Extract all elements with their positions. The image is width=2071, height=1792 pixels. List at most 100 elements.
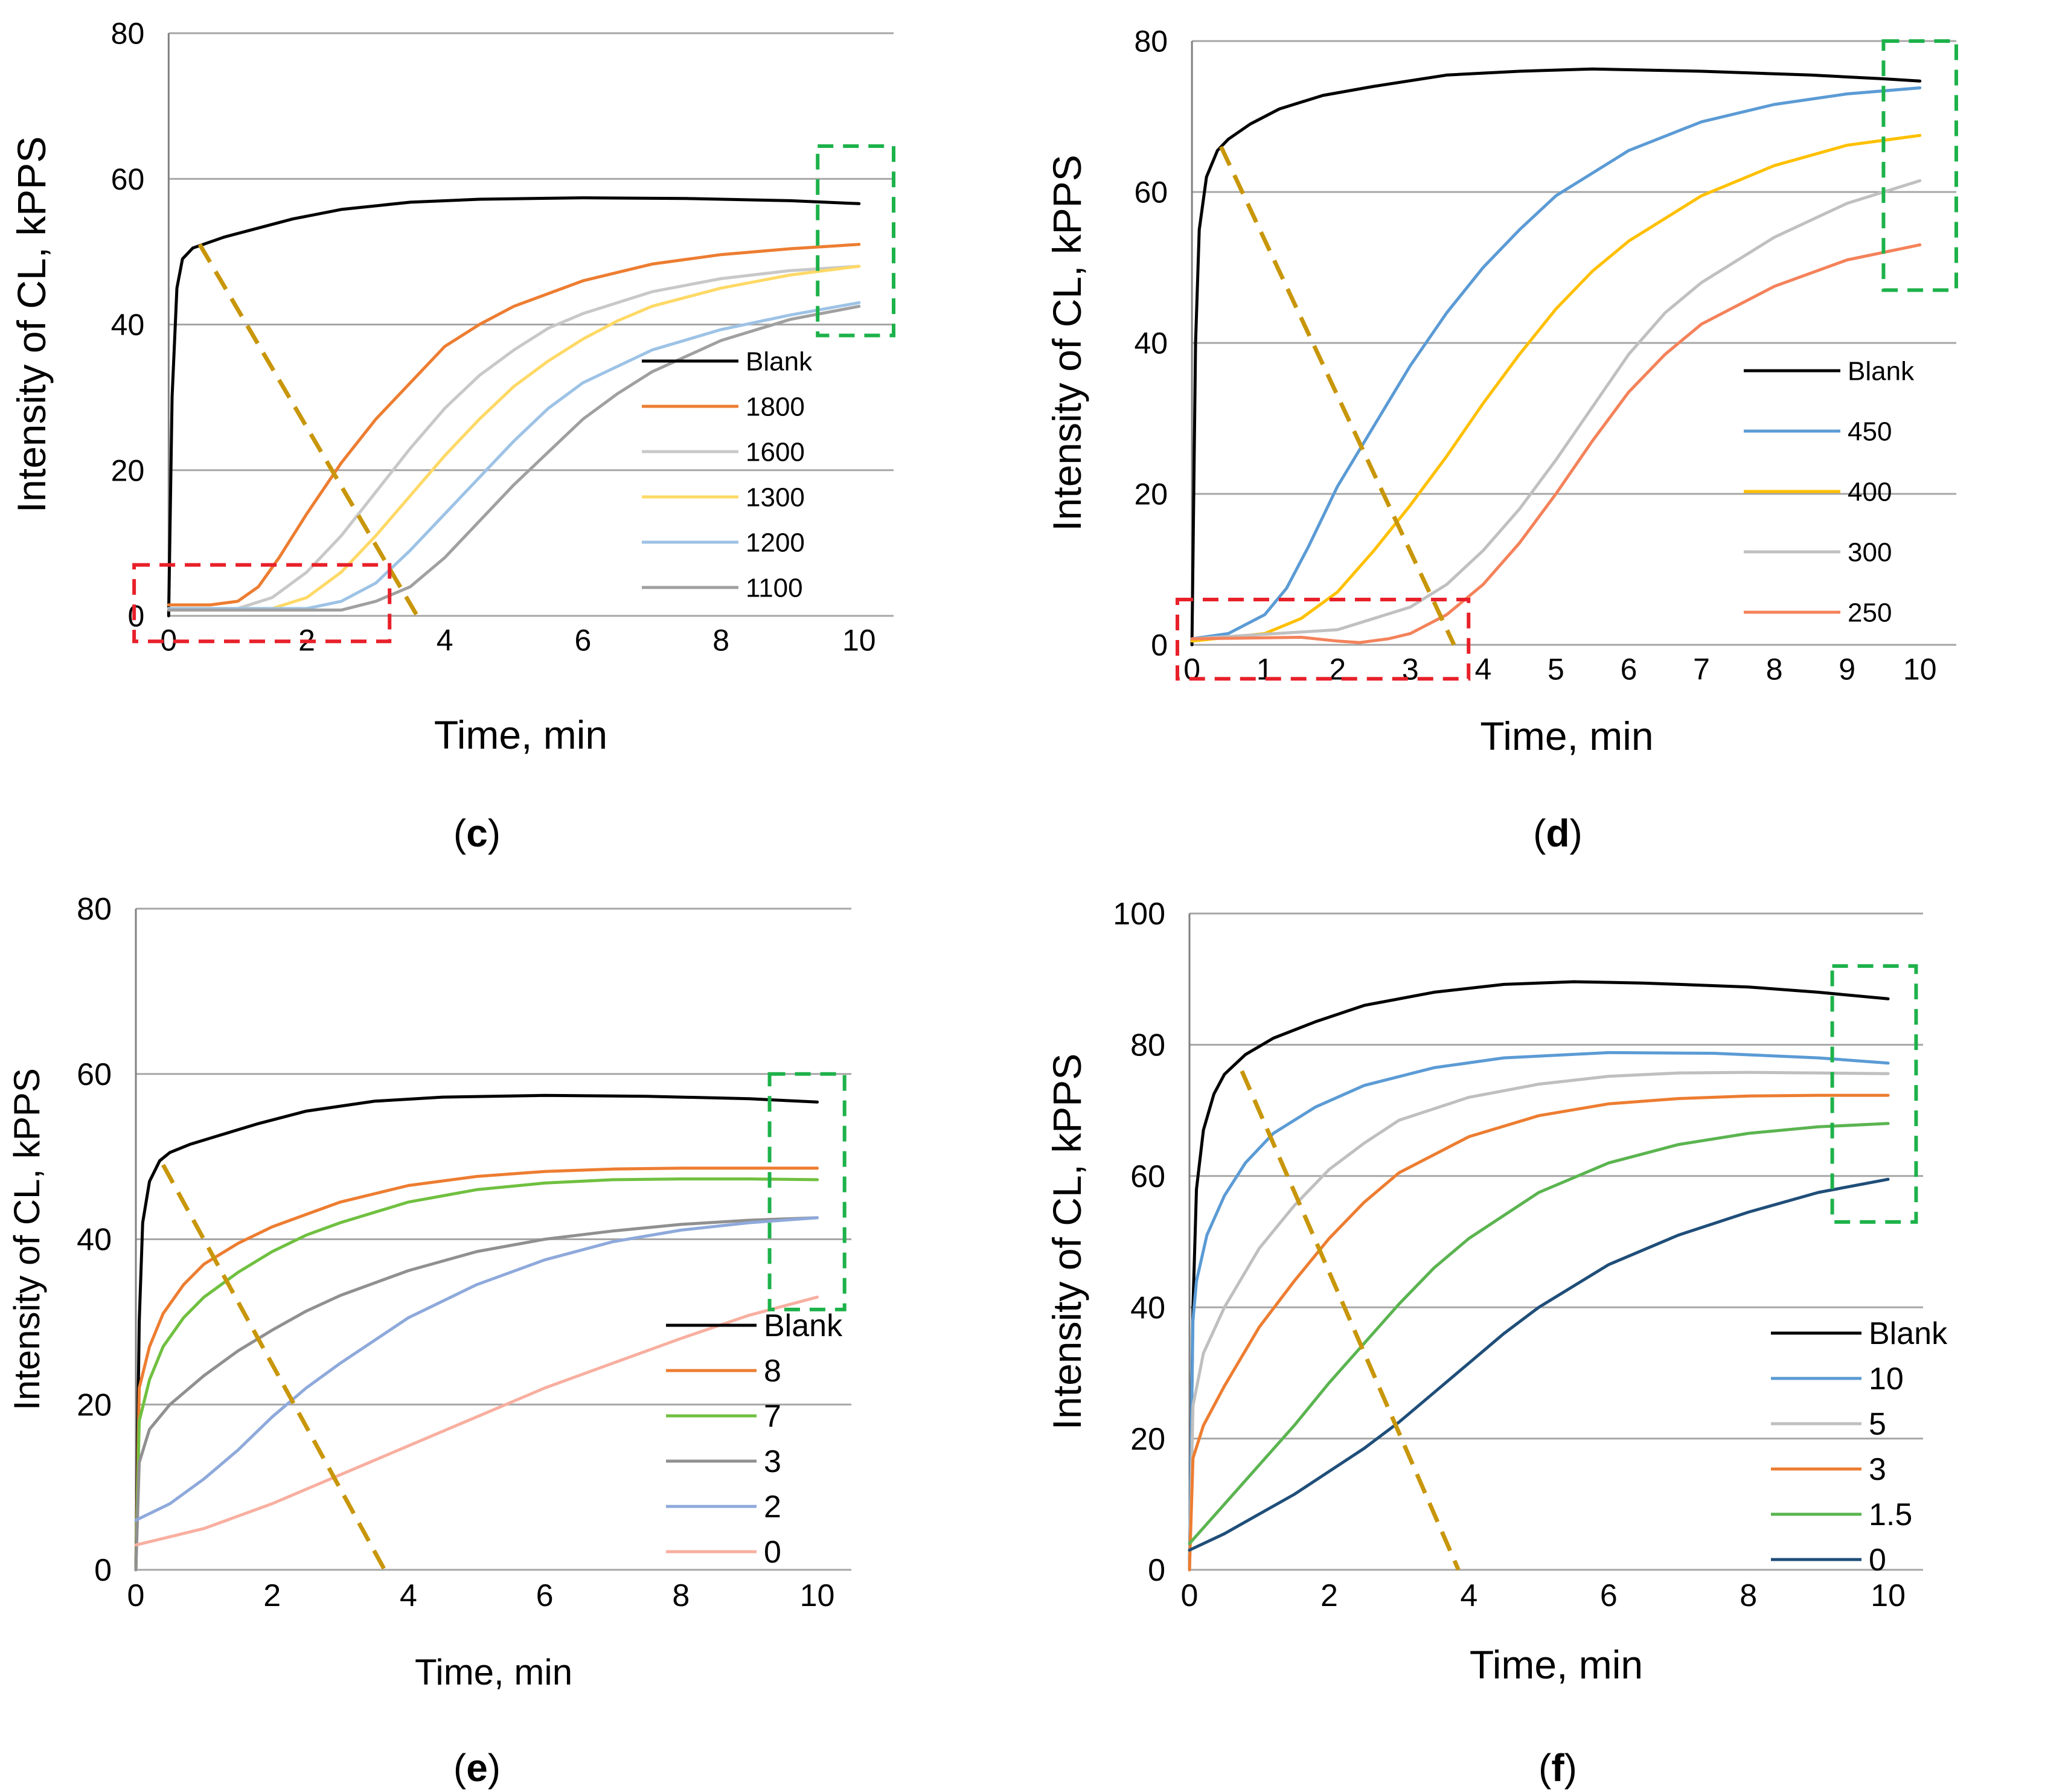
legend-label: 1200 bbox=[746, 528, 805, 557]
series-line-450 bbox=[1190, 86, 1922, 641]
y-tick-label: 0 bbox=[94, 1553, 112, 1588]
x-tick-label: 2 bbox=[1320, 1578, 1338, 1613]
x-tick-label: 6 bbox=[536, 1578, 554, 1613]
panel-caption-letter: c bbox=[466, 811, 488, 855]
y-tick-label: 40 bbox=[1130, 1290, 1165, 1325]
legend-label: 450 bbox=[1848, 417, 1892, 446]
x-tick-label: 2 bbox=[1329, 653, 1346, 686]
series-line-2 bbox=[134, 1216, 819, 1522]
series-line-0 bbox=[1188, 1177, 1890, 1552]
legend-label: 1.5 bbox=[1869, 1497, 1912, 1532]
y-tick-label: 20 bbox=[111, 453, 145, 487]
legend-label: 10 bbox=[1869, 1362, 1904, 1397]
series-line-3 bbox=[1188, 1093, 1890, 1572]
series-line-7 bbox=[134, 1177, 819, 1572]
series-line-1-5 bbox=[1188, 1122, 1890, 1545]
legend-label: 1600 bbox=[746, 437, 805, 467]
red-highlight-box bbox=[1176, 598, 1471, 681]
x-tick-label: 10 bbox=[1903, 653, 1937, 686]
x-tick-label: 3 bbox=[1402, 653, 1419, 686]
dashed-trend-line bbox=[161, 1163, 386, 1571]
x-tick-label: 10 bbox=[842, 624, 876, 658]
legend-label: 0 bbox=[1869, 1543, 1886, 1578]
legend-label: 1100 bbox=[746, 573, 803, 603]
series-line-1100 bbox=[167, 304, 861, 612]
series-line-1300 bbox=[167, 264, 861, 610]
y-tick-label: 80 bbox=[111, 17, 145, 51]
legend: Blank 8 7 3 2 0 bbox=[666, 1308, 843, 1570]
x-tick-label: 8 bbox=[1740, 1578, 1757, 1613]
series-line-blank bbox=[1190, 67, 1922, 647]
series-line-5 bbox=[1188, 1070, 1890, 1572]
y-tick-label: 0 bbox=[1151, 629, 1168, 662]
legend-label: 1300 bbox=[746, 482, 805, 512]
x-tick-label: 4 bbox=[1460, 1578, 1477, 1613]
panel-caption-letter: e bbox=[466, 1746, 488, 1790]
series-line-blank bbox=[167, 196, 861, 618]
series-line-blank bbox=[134, 1093, 819, 1572]
y-axis-label: Intensity of CL, kPPS bbox=[9, 136, 54, 513]
x-axis-label: Time, min bbox=[434, 712, 607, 757]
y-tick-label: 60 bbox=[1134, 176, 1168, 210]
dashed-trend-line bbox=[1240, 1070, 1461, 1571]
series-line-0 bbox=[134, 1295, 819, 1547]
legend: Blank 1800 1600 1300 1200 1100 bbox=[642, 347, 813, 603]
series-line-3 bbox=[134, 1216, 819, 1572]
red-highlight-box bbox=[132, 563, 392, 644]
series-line-blank bbox=[1188, 980, 1890, 1572]
series-line-8 bbox=[134, 1166, 819, 1572]
series-line-1600 bbox=[167, 264, 861, 610]
x-tick-label: 0 bbox=[1181, 1578, 1199, 1613]
panel-caption-letter: f bbox=[1551, 1746, 1564, 1790]
legend-label: 2 bbox=[764, 1490, 781, 1525]
x-tick-label: 0 bbox=[127, 1578, 145, 1613]
legend-label: 250 bbox=[1848, 598, 1892, 627]
legend-label: Blank bbox=[764, 1308, 843, 1343]
series-line-10 bbox=[1188, 1051, 1890, 1572]
series-line-400 bbox=[1190, 133, 1922, 643]
green-highlight-box bbox=[816, 144, 896, 338]
x-tick-label: 4 bbox=[437, 624, 453, 658]
legend-label: 8 bbox=[764, 1354, 781, 1389]
legend-label: 400 bbox=[1848, 477, 1892, 507]
series-line-300 bbox=[1190, 179, 1922, 641]
legend-label: 5 bbox=[1869, 1407, 1886, 1442]
green-highlight-box bbox=[1830, 964, 1918, 1224]
legend-label: 0 bbox=[764, 1535, 781, 1570]
x-tick-label: 0 bbox=[1183, 653, 1200, 686]
y-axis-label: Intensity of CL, kPPS bbox=[7, 1068, 47, 1410]
x-tick-label: 2 bbox=[263, 1578, 281, 1613]
x-tick-label: 8 bbox=[672, 1578, 690, 1613]
y-tick-label: 40 bbox=[1134, 327, 1168, 360]
x-axis-label: Time, min bbox=[1470, 1642, 1643, 1687]
panel-caption-letter: d bbox=[1546, 811, 1569, 855]
y-tick-label: 100 bbox=[1113, 897, 1165, 932]
y-tick-label: 40 bbox=[77, 1223, 112, 1258]
x-tick-label: 9 bbox=[1839, 653, 1855, 686]
series-line-1800 bbox=[167, 243, 861, 607]
y-tick-label: 60 bbox=[111, 162, 145, 196]
x-tick-label: 6 bbox=[1621, 653, 1637, 686]
y-tick-label: 80 bbox=[1130, 1028, 1165, 1063]
legend-label: Blank bbox=[1869, 1316, 1948, 1351]
y-axis-label: Intensity of CL, kPPS bbox=[1045, 1054, 1089, 1430]
legend-label: 300 bbox=[1848, 537, 1892, 567]
x-axis-label: Time, min bbox=[415, 1652, 572, 1692]
x-tick-label: 8 bbox=[1766, 653, 1783, 686]
x-tick-label: 4 bbox=[1474, 653, 1491, 686]
x-tick-label: 4 bbox=[400, 1578, 417, 1613]
chart-panel-d: 0 20 40 60 80 0 1 2 3 4 5 6 7 8 9 10 Time, min Intensity … bbox=[1045, 25, 1958, 855]
panel-caption: (f) bbox=[1538, 1746, 1577, 1790]
x-tick-label: 1 bbox=[1256, 653, 1273, 686]
green-highlight-box bbox=[1881, 39, 1958, 292]
series-line-1200 bbox=[167, 301, 861, 610]
y-tick-label: 40 bbox=[111, 308, 145, 342]
y-tick-label: 60 bbox=[77, 1057, 112, 1092]
green-highlight-box bbox=[767, 1072, 847, 1311]
y-tick-label: 60 bbox=[1130, 1159, 1165, 1194]
x-axis-label: Time, min bbox=[1480, 714, 1653, 758]
